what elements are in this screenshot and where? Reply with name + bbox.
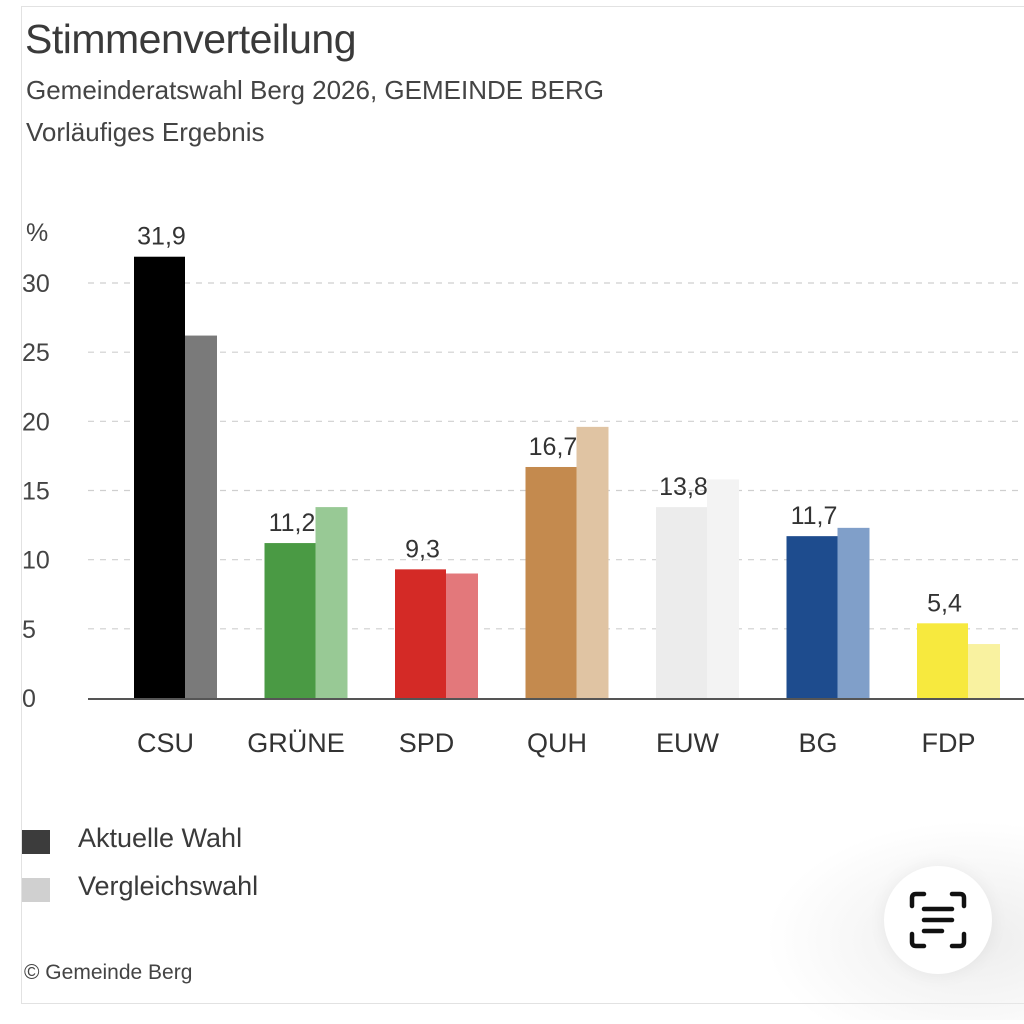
data-label: 31,9 [137, 223, 186, 251]
x-tick-label: GRÜNE [247, 728, 345, 758]
y-tick-label: 25 [22, 339, 50, 367]
y-tick-label: 15 [22, 478, 50, 506]
y-tick-label: 30 [22, 270, 50, 298]
legend-item-current: Aktuelle Wahl [22, 823, 422, 857]
legend-swatch-current [22, 830, 50, 854]
bar-current-csu [134, 256, 185, 698]
bar-comparison-quh [576, 426, 609, 698]
data-label: 5,4 [927, 589, 962, 617]
text-scan-icon [909, 891, 967, 949]
data-label: 16,7 [529, 433, 578, 461]
legend-item-comparison: Vergleichswahl [22, 871, 422, 905]
data-label: 11,2 [269, 509, 316, 537]
bar-current-spd [395, 569, 446, 698]
x-tick-label: BG [798, 728, 837, 758]
y-tick-label: 20 [22, 408, 50, 436]
x-tick-label: CSU [137, 728, 194, 758]
text-scan-button[interactable] [884, 866, 992, 974]
data-label: 9,3 [405, 535, 440, 563]
x-tick-label: FDP [922, 728, 976, 758]
legend-label-comparison: Vergleichswahl [78, 871, 259, 901]
bar-comparison-grüne [315, 507, 348, 698]
chart-subtitle: Gemeinderatswahl Berg 2026, GEMEINDE BER… [26, 75, 605, 105]
bar-current-euw [656, 507, 707, 698]
x-tick-label: SPD [399, 728, 455, 758]
result-status: Vorläufiges Ergebnis [26, 117, 265, 147]
bar-comparison-csu [185, 335, 217, 698]
bar-chart: 0 5 10 15 20 25 30% 31,9 CSU 11,2 GRÜNE 9,3 SPD 16,7 Q… [22, 219, 1024, 758]
bar-comparison-bg [837, 527, 870, 698]
bar-current-fdp [917, 623, 968, 698]
data-label: 13,8 [659, 473, 708, 501]
bar-comparison-euw [707, 479, 739, 698]
y-axis-unit-label: % [26, 219, 48, 247]
y-tick-label: 10 [22, 547, 50, 575]
data-label: 11,7 [791, 502, 838, 530]
chart-title: Stimmenverteilung [25, 16, 357, 62]
bar-current-bg [786, 536, 838, 698]
x-tick-label: QUH [527, 728, 587, 758]
bar-comparison-fdp [968, 644, 1000, 698]
x-tick-label: EUW [656, 728, 720, 758]
bar-current-quh [525, 466, 577, 698]
legend-swatch-comparison [22, 878, 50, 902]
legend-label-current: Aktuelle Wahl [78, 823, 243, 853]
y-tick-label: 0 [22, 685, 36, 713]
copyright-notice: © Gemeinde Berg [24, 961, 193, 984]
bar-current-grüne [264, 543, 316, 698]
bar-comparison-spd [446, 573, 478, 698]
y-tick-label: 5 [22, 616, 36, 644]
